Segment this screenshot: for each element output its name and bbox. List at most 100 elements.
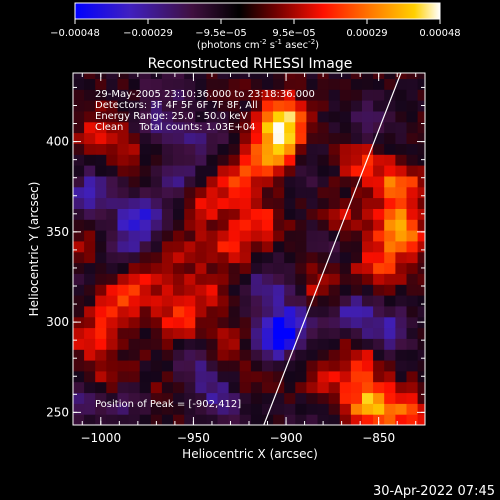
heatmap-cell (184, 143, 196, 155)
heatmap-cell (273, 186, 285, 199)
heatmap-cell (206, 100, 219, 112)
heatmap-cell (239, 316, 252, 329)
heatmap-cell (295, 208, 307, 220)
heatmap-cell (417, 230, 425, 242)
heatmap-cell (184, 110, 196, 123)
heatmap-cell (362, 338, 374, 350)
heatmap-cell (217, 251, 230, 264)
heatmap-cell (406, 403, 419, 415)
heatmap-cell (184, 121, 196, 134)
heatmap-cell (373, 165, 385, 177)
heatmap-cell (262, 262, 274, 274)
heatmap-cell (106, 273, 118, 285)
heatmap-cell (395, 262, 408, 274)
heatmap-cell (73, 273, 85, 285)
heatmap-cell (239, 338, 252, 350)
heatmap-cell (139, 121, 152, 134)
heatmap-cell (217, 370, 230, 383)
heatmap-cell (73, 284, 85, 296)
heatmap-cell (73, 186, 85, 199)
heatmap-cell (84, 154, 96, 166)
heatmap-cell (195, 143, 207, 155)
heatmap-cell (239, 403, 252, 415)
heatmap-cell (95, 143, 107, 155)
heatmap-cell (306, 110, 319, 123)
heatmap-cell (350, 197, 363, 209)
heatmap-cell (384, 360, 396, 372)
heatmap-cell (250, 121, 263, 134)
heatmap-cell (273, 110, 285, 123)
heatmap-cell (173, 132, 185, 144)
heatmap-cell (84, 89, 96, 101)
heatmap-cell (239, 154, 252, 166)
timestamp: 30-Apr-2022 07:45 (373, 484, 495, 499)
heatmap-cell (350, 327, 363, 339)
heatmap-cell (206, 381, 219, 394)
heatmap-cell (339, 403, 352, 415)
heatmap-cell (206, 327, 219, 339)
heatmap-cell (362, 219, 374, 231)
heatmap-cell (362, 143, 374, 155)
heatmap-cell (406, 73, 419, 79)
heatmap-cell (161, 403, 174, 415)
heatmap-cell (350, 338, 363, 350)
heatmap-cell (150, 414, 163, 425)
heatmap-cell (295, 338, 307, 350)
heatmap-cell (128, 273, 141, 285)
heatmap-cell (150, 165, 163, 177)
heatmap-cell (362, 284, 374, 296)
heatmap-cell (239, 197, 252, 209)
heatmap-cell (139, 370, 152, 383)
heatmap-cell (406, 175, 419, 188)
x-tick-label: −850 (362, 431, 395, 445)
heatmap-cell (117, 370, 130, 383)
heatmap-cell (217, 273, 230, 285)
heatmap-cell (239, 370, 252, 383)
heatmap-cell (317, 100, 330, 112)
heatmap-cell (317, 165, 330, 177)
heatmap-cell (384, 73, 396, 79)
heatmap-cell (262, 381, 274, 394)
heatmap-cell (295, 295, 307, 307)
heatmap-cell (217, 360, 230, 372)
heatmap-cell (417, 273, 425, 285)
heatmap-cell (228, 240, 241, 253)
heatmap-cell (373, 392, 385, 404)
heatmap-cell (150, 295, 163, 307)
heatmap-cell (384, 132, 396, 144)
heatmap-cell (384, 403, 396, 415)
heatmap-cell (217, 219, 230, 231)
heatmap-cell (228, 360, 241, 372)
heatmap-cell (417, 392, 425, 404)
heatmap-cell (306, 305, 319, 318)
heatmap-cell (417, 403, 425, 415)
heatmap-cell (384, 284, 396, 296)
observation-info: 29-May-2005 23:10:36.000 to 23:18:36.000… (95, 89, 315, 133)
heatmap-cell (328, 230, 341, 242)
heatmap-cell (73, 349, 85, 361)
heatmap-cell (173, 78, 185, 90)
heatmap-cell (306, 73, 319, 79)
heatmap-cell (328, 251, 341, 264)
heatmap-cell (84, 262, 96, 274)
heatmap-cell (195, 262, 207, 274)
heatmap-cell (84, 208, 96, 220)
heatmap-cell (295, 110, 307, 123)
heatmap-cell (406, 230, 419, 242)
heatmap-cell (339, 262, 352, 274)
heatmap-cell (228, 121, 241, 134)
heatmap-cell (117, 143, 130, 155)
heatmap-cell (195, 392, 207, 404)
heatmap-cell (173, 316, 185, 329)
heatmap-cell (217, 197, 230, 209)
heatmap-cell (73, 73, 85, 79)
heatmap-cell (317, 381, 330, 394)
heatmap-cell (395, 121, 408, 134)
heatmap-cell (284, 240, 296, 253)
heatmap-cell (395, 240, 408, 253)
heatmap-cell (184, 349, 196, 361)
heatmap-cell (173, 414, 185, 425)
x-axis-label: Heliocentric X (arcsec) (182, 447, 318, 461)
heatmap-cell (173, 89, 185, 101)
heatmap-cell (395, 208, 408, 220)
